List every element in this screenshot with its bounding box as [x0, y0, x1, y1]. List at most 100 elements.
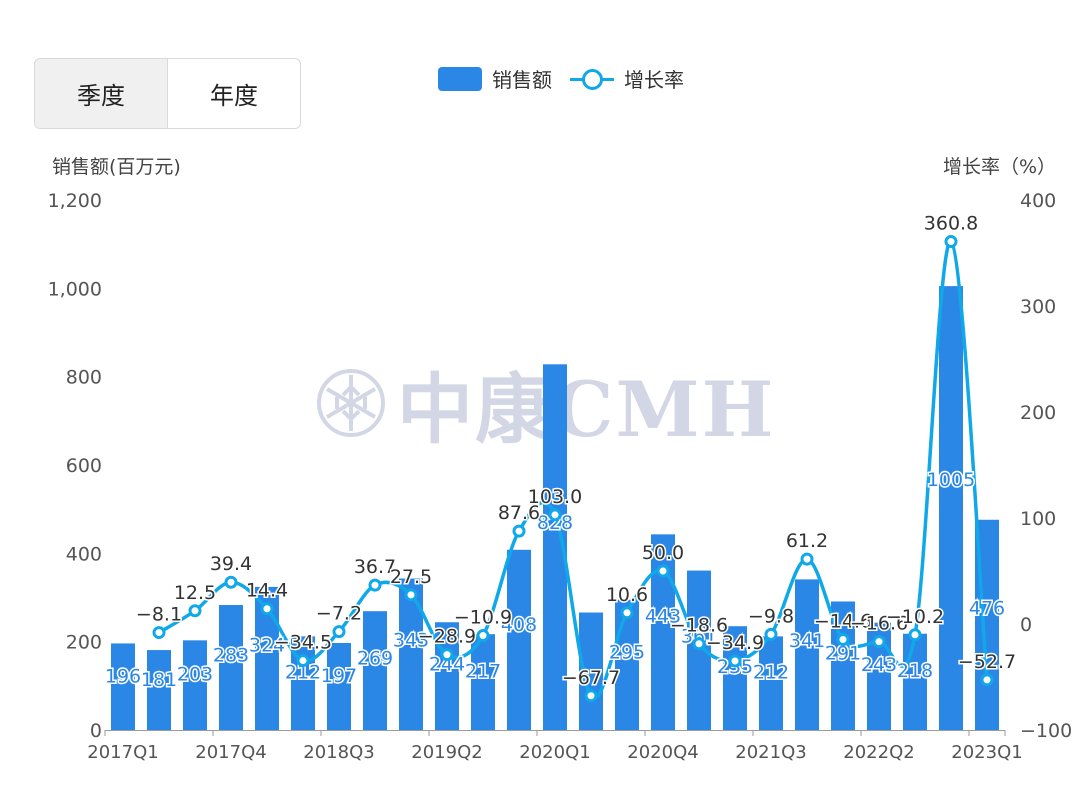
legend-label-sales: 销售额 — [492, 68, 552, 92]
growth-value-label: −10.2 — [886, 606, 944, 628]
left-tick-label: 600 — [66, 455, 102, 477]
growth-value-label: 61.2 — [786, 530, 828, 552]
tab-quarterly[interactable]: 季度 — [35, 59, 167, 128]
growth-value-label: 27.5 — [390, 566, 432, 588]
growth-value-label: −34.5 — [274, 632, 332, 654]
growth-value-label: 10.6 — [606, 584, 648, 606]
bar-value-label: 212 — [753, 662, 789, 684]
growth-value-label: −7.2 — [316, 603, 362, 625]
growth-point — [908, 628, 922, 642]
bar — [183, 640, 207, 730]
growth-point — [260, 602, 274, 616]
x-tick-label: 2020Q4 — [627, 742, 698, 763]
growth-value-label: 360.8 — [924, 213, 978, 235]
x-tick-label: 2017Q4 — [195, 742, 266, 763]
bar-value-label: 181 — [141, 669, 177, 691]
right-axis-title: 增长率（%） — [943, 156, 1057, 178]
left-axis-title: 销售额(百万元) — [52, 156, 181, 178]
growth-point — [188, 604, 202, 618]
left-tick-label: 800 — [66, 367, 102, 389]
bar-value-label: 291 — [825, 642, 861, 664]
snowflake-logo-icon — [317, 369, 385, 437]
growth-point — [872, 635, 886, 649]
bar-value-label: 324 — [249, 634, 285, 656]
bar-value-label: 218 — [897, 660, 933, 682]
growth-point — [440, 648, 454, 662]
bar — [327, 642, 351, 730]
growth-point — [944, 235, 958, 249]
x-tick-label: 2019Q2 — [411, 742, 482, 763]
bar-value-label: 203 — [177, 664, 213, 686]
line-marker-icon — [570, 67, 614, 91]
growth-point — [800, 552, 814, 566]
growth-value-label: 14.4 — [246, 580, 288, 602]
growth-point — [584, 689, 598, 703]
bar-value-label: 244 — [429, 654, 465, 676]
growth-value-label: 103.0 — [528, 486, 582, 508]
chart-legend: 销售额 增长率 — [438, 64, 702, 93]
bar — [435, 622, 459, 730]
legend-item-sales[interactable]: 销售额 — [438, 64, 552, 93]
x-tick-label: 2023Q1 — [951, 742, 1022, 763]
bar-value-label: 295 — [609, 641, 645, 663]
bar-value-label: 476 — [969, 597, 1005, 619]
left-tick-label: 1,000 — [48, 278, 102, 300]
period-toggle: 季度 年度 — [34, 58, 301, 129]
growth-value-label: −8.1 — [136, 604, 182, 626]
growth-value-label: −16.6 — [850, 613, 908, 635]
bar-value-label: 443 — [645, 605, 681, 627]
right-tick-label: 0 — [1020, 614, 1032, 636]
growth-value-label: −34.9 — [706, 632, 764, 654]
bar-value-label: 196 — [105, 665, 141, 687]
bar — [939, 286, 963, 730]
growth-point — [728, 654, 742, 668]
growth-value-label: −14.6 — [814, 610, 872, 632]
growth-value-label: 39.4 — [210, 553, 252, 575]
bar-value-label: 361 — [681, 625, 717, 647]
bar-value-label: 341 — [789, 630, 825, 652]
growth-value-label: −10.9 — [454, 607, 512, 629]
bar-value-label: 243 — [861, 654, 897, 676]
growth-point — [404, 588, 418, 602]
bar — [723, 626, 747, 730]
right-tick-label: 200 — [1020, 402, 1056, 424]
growth-value-label: −67.7 — [562, 667, 620, 689]
growth-value-label: 12.5 — [174, 582, 216, 604]
bar-value-label: 269 — [357, 648, 393, 670]
x-tick-label: 2017Q1 — [87, 742, 158, 763]
bar-value-label: 343 — [393, 630, 429, 652]
growth-value-label: 36.7 — [354, 556, 396, 578]
left-tick-label: 1,200 — [48, 190, 102, 212]
growth-value-label: −52.7 — [958, 651, 1016, 673]
growth-point — [296, 654, 310, 668]
growth-point — [548, 508, 562, 522]
x-tick-label: 2021Q3 — [735, 742, 806, 763]
left-tick-label: 0 — [90, 720, 102, 742]
watermark: 中康CMH — [315, 348, 775, 458]
legend-label-growth: 增长率 — [624, 68, 684, 92]
growth-point — [368, 578, 382, 592]
growth-point — [764, 627, 778, 641]
growth-value-label: −28.9 — [418, 626, 476, 648]
watermark-text: 中康CMH — [397, 365, 776, 454]
bar — [795, 579, 819, 730]
left-tick-label: 400 — [66, 543, 102, 565]
bar-swatch-icon — [438, 66, 482, 91]
growth-point — [224, 575, 238, 589]
right-tick-label: 400 — [1020, 190, 1056, 212]
bar — [903, 633, 927, 730]
growth-point — [656, 564, 670, 578]
right-tick-label: 100 — [1020, 508, 1056, 530]
growth-value-label: 50.0 — [642, 542, 684, 564]
growth-value-label: −18.6 — [670, 615, 728, 637]
tab-annual[interactable]: 年度 — [167, 59, 300, 128]
bar-value-label: 283 — [213, 644, 249, 666]
bar — [147, 650, 171, 730]
growth-point — [980, 673, 994, 687]
bar — [507, 549, 531, 730]
growth-value-label: 87.6 — [498, 502, 540, 524]
legend-item-growth[interactable]: 增长率 — [570, 64, 684, 93]
bar-value-label: 197 — [321, 665, 357, 687]
bar-value-label: 828 — [537, 512, 573, 534]
